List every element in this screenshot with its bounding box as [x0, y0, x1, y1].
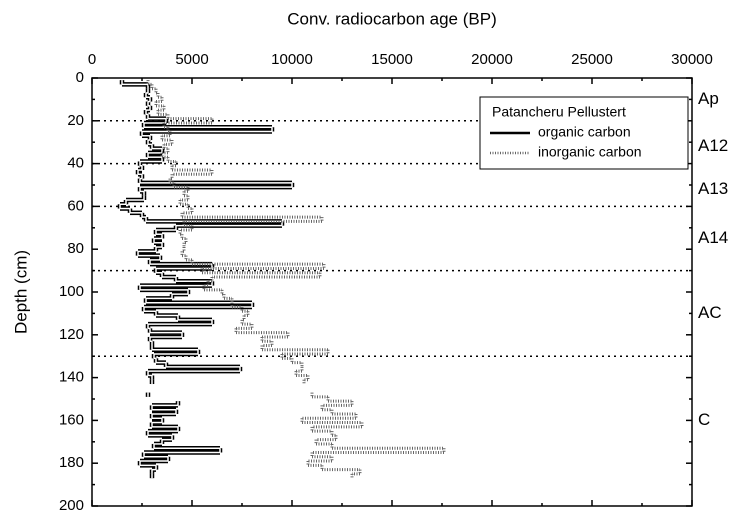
- series-1: [146, 80, 446, 479]
- y-axis-title: Depth (cm): [11, 250, 30, 334]
- x-tick-label: 15000: [371, 51, 413, 68]
- y-tick-label: 60: [67, 197, 84, 214]
- x-tick-label: 30000: [671, 51, 713, 68]
- x-tick-label: 10000: [271, 51, 313, 68]
- y-tick-label: 140: [59, 369, 84, 386]
- legend-label: inorganic carbon: [538, 144, 642, 160]
- x-axis-title: Conv. radiocarbon age (BP): [287, 9, 496, 28]
- horizon-label: A14: [698, 228, 728, 247]
- legend-label: organic carbon: [538, 124, 631, 140]
- y-tick-label: 80: [67, 240, 84, 257]
- y-tick-label: 120: [59, 326, 84, 343]
- y-tick-label: 200: [59, 497, 84, 514]
- y-tick-label: 100: [59, 283, 84, 300]
- x-tick-label: 5000: [175, 51, 208, 68]
- horizon-label: C: [698, 410, 710, 429]
- horizon-label: Ap: [698, 89, 719, 108]
- x-tick-label: 0: [88, 51, 96, 68]
- y-tick-label: 160: [59, 411, 84, 428]
- horizon-label: A13: [698, 179, 728, 198]
- y-tick-label: 20: [67, 112, 84, 129]
- series-0: [117, 80, 295, 479]
- legend-title: Patancheru Pellustert: [492, 104, 626, 120]
- horizon-label: A12: [698, 136, 728, 155]
- y-tick-label: 40: [67, 155, 84, 172]
- x-tick-label: 25000: [571, 51, 613, 68]
- y-tick-label: 0: [76, 69, 84, 86]
- horizon-label: AC: [698, 303, 722, 322]
- x-tick-label: 20000: [471, 51, 513, 68]
- y-tick-label: 180: [59, 454, 84, 471]
